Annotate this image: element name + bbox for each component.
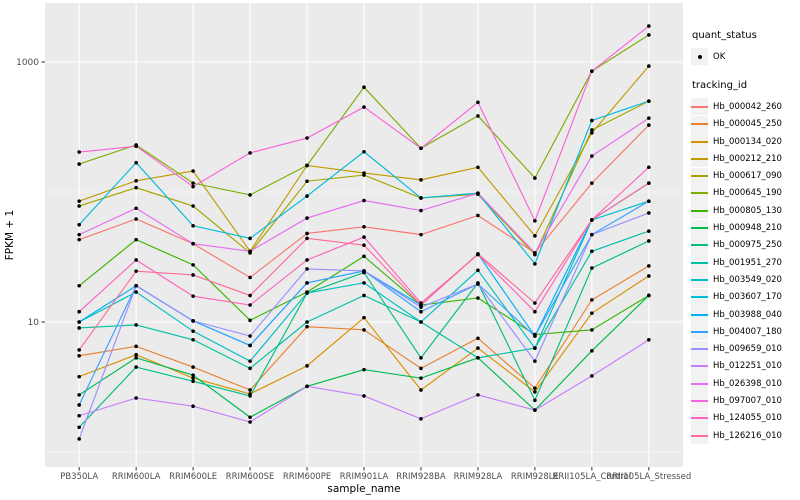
legend-item-Hb_124055_010: Hb_124055_010 bbox=[691, 409, 799, 427]
legend-key-swatch bbox=[691, 150, 708, 168]
legend-item-Hb_000212_210: Hb_000212_210 bbox=[691, 150, 799, 168]
legend-key-swatch bbox=[691, 306, 708, 323]
legend-tracking-id-items: Hb_000042_260 Hb_000045_250 Hb_000134_020 H… bbox=[691, 98, 799, 445]
legend-item-label: Hb_003549_020 bbox=[713, 274, 782, 285]
legend-item-label: Hb_000805_130 bbox=[713, 205, 782, 216]
legend-key-swatch bbox=[691, 271, 708, 289]
legend-item-Hb_026398_010: Hb_026398_010 bbox=[691, 375, 799, 393]
y-axis-title: FPKM + 1 bbox=[4, 210, 16, 260]
legend-key-swatch bbox=[691, 375, 708, 393]
legend-item-Hb_000805_130: Hb_000805_130 bbox=[691, 202, 799, 220]
legend-key-swatch bbox=[691, 236, 708, 254]
legend-title-quant-status: quant_status bbox=[692, 30, 757, 41]
series-points-Hb_003607_170 bbox=[77, 99, 651, 266]
legend-item-label: Hb_000134_020 bbox=[713, 136, 782, 147]
legend-item-Hb_000134_020: Hb_000134_020 bbox=[691, 133, 799, 151]
axis-ticks-layer: PB350LA RRIM600LA RRIM600LE RRIM600SE RRIM60… bbox=[16, 58, 691, 482]
x-tick-label: RRII105LA_Control bbox=[552, 472, 631, 482]
legend-item-label: Hb_004007_180 bbox=[713, 326, 782, 337]
y-tick-label: 1000 bbox=[16, 58, 39, 68]
legend-item-label: Hb_003988_040 bbox=[713, 309, 782, 320]
legend-item-Hb_009659_010: Hb_009659_010 bbox=[691, 340, 799, 358]
legend-key-swatch bbox=[691, 392, 708, 410]
legend-item-Hb_000975_250: Hb_000975_250 bbox=[691, 236, 799, 254]
legend-item-Hb_097007_010: Hb_097007_010 bbox=[691, 392, 799, 410]
legend-item-label: Hb_097007_010 bbox=[713, 395, 782, 406]
legend: quant_status OK tracking_id Hb_000042_26… bbox=[691, 30, 799, 445]
legend-item-Hb_001951_270: Hb_001951_270 bbox=[691, 254, 799, 272]
legend-key-swatch bbox=[691, 254, 708, 272]
legend-label-ok: OK bbox=[713, 51, 726, 62]
legend-item-label: Hb_000045_250 bbox=[713, 119, 782, 130]
legend-item-label: Hb_009659_010 bbox=[713, 344, 782, 355]
series-points-Hb_126216_010 bbox=[77, 181, 651, 352]
data-points-layer bbox=[77, 24, 651, 441]
y-tick-label: 10 bbox=[28, 318, 40, 328]
legend-item-label: Hb_126216_010 bbox=[713, 430, 782, 441]
x-tick-label: PB350LA bbox=[60, 472, 98, 482]
legend-item-Hb_000617_090: Hb_000617_090 bbox=[691, 167, 799, 185]
ok-point-icon bbox=[697, 54, 702, 59]
legend-key-swatch bbox=[691, 288, 708, 306]
legend-key-swatch bbox=[691, 323, 708, 341]
x-tick-label: RRIM600LE bbox=[169, 472, 217, 482]
legend-item-label: Hb_000975_250 bbox=[713, 240, 782, 251]
legend-item-Hb_126216_010: Hb_126216_010 bbox=[691, 427, 799, 445]
legend-item-label: Hb_000948_210 bbox=[713, 223, 782, 234]
legend-item-Hb_000045_250: Hb_000045_250 bbox=[691, 115, 799, 133]
legend-item-Hb_000645_190: Hb_000645_190 bbox=[691, 184, 799, 202]
legend-item-label: Hb_000042_260 bbox=[713, 101, 782, 112]
series-points-Hb_000134_020 bbox=[77, 274, 651, 396]
legend-item-label: Hb_000212_210 bbox=[713, 153, 782, 164]
x-tick-label: RRIM600LA bbox=[112, 472, 161, 482]
legend-item-label: Hb_003607_170 bbox=[713, 292, 782, 303]
legend-item-label: Hb_000645_190 bbox=[713, 188, 782, 199]
legend-key-swatch bbox=[691, 115, 708, 133]
legend-item-quant-ok: OK bbox=[691, 48, 799, 66]
x-tick-label: RRIM928LE bbox=[511, 472, 559, 482]
plot-panel bbox=[45, 3, 683, 467]
series-points-Hb_012251_010 bbox=[77, 337, 651, 424]
legend-item-label: Hb_000617_090 bbox=[713, 171, 782, 182]
x-tick-label: RRIM928LA bbox=[454, 472, 503, 482]
x-axis-title: sample_name bbox=[327, 483, 400, 495]
legend-key-swatch bbox=[691, 357, 708, 375]
series-points-Hb_003549_020 bbox=[77, 199, 651, 363]
x-tick-label: RRIM600SE bbox=[226, 472, 275, 482]
legend-key-swatch bbox=[691, 427, 708, 445]
legend-item-Hb_003607_170: Hb_003607_170 bbox=[691, 288, 799, 306]
legend-item-Hb_000042_260: Hb_000042_260 bbox=[691, 98, 799, 116]
legend-item-Hb_003988_040: Hb_003988_040 bbox=[691, 306, 799, 323]
series-points-Hb_097007_010 bbox=[77, 24, 651, 223]
legend-key-swatch bbox=[691, 98, 708, 116]
series-points-Hb_026398_010 bbox=[77, 116, 651, 255]
legend-key-swatch bbox=[691, 219, 708, 237]
legend-key-swatch bbox=[691, 340, 708, 358]
legend-key-swatch bbox=[691, 409, 708, 427]
legend-item-label: Hb_012251_010 bbox=[713, 361, 782, 372]
legend-item-label: Hb_124055_010 bbox=[713, 413, 782, 424]
legend-item-label: Hb_026398_010 bbox=[713, 378, 782, 389]
legend-key-ok bbox=[691, 48, 708, 66]
x-tick-label: RRIM901LA bbox=[340, 472, 389, 482]
legend-item-Hb_000948_210: Hb_000948_210 bbox=[691, 219, 799, 237]
legend-key-swatch bbox=[691, 133, 708, 151]
legend-key-swatch bbox=[691, 184, 708, 202]
x-tick-label: RRIM600PE bbox=[283, 472, 331, 482]
series-points-Hb_000042_260 bbox=[77, 123, 651, 280]
legend-item-Hb_004007_180: Hb_004007_180 bbox=[691, 323, 799, 341]
legend-item-label: Hb_001951_270 bbox=[713, 257, 782, 268]
x-tick-label: RRII105LA_Stressed bbox=[606, 472, 691, 482]
series-points-Hb_000045_250 bbox=[77, 264, 651, 392]
legend-item-Hb_012251_010: Hb_012251_010 bbox=[691, 357, 799, 375]
legend-key-swatch bbox=[691, 202, 708, 220]
legend-key-swatch bbox=[691, 167, 708, 185]
legend-title-tracking-id: tracking_id bbox=[692, 80, 748, 92]
x-tick-label: RRIM928BA bbox=[396, 472, 446, 482]
legend-item-Hb_003549_020: Hb_003549_020 bbox=[691, 271, 799, 289]
